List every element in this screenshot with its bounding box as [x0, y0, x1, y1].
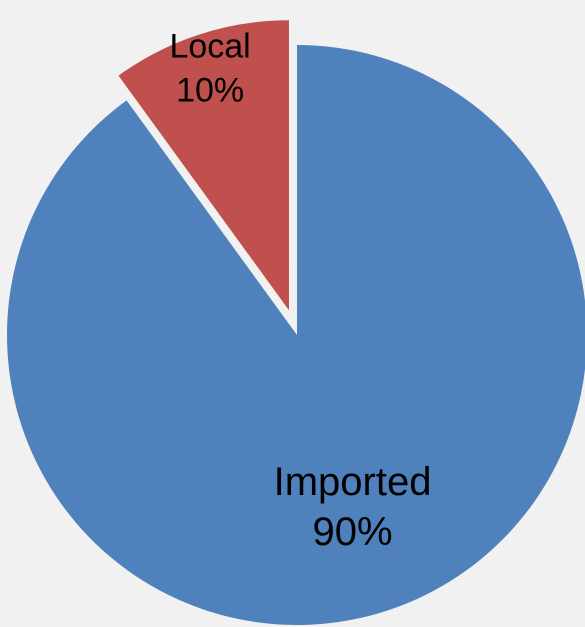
pie-slices: [7, 20, 585, 625]
pie-slice-imported: [7, 45, 585, 625]
slice-label-local: Local: [169, 27, 250, 65]
pie-slice-local: [118, 20, 289, 311]
slice-value-imported: 90%: [313, 510, 393, 554]
slice-label-imported: Imported: [274, 460, 432, 504]
slice-value-local: 10%: [176, 71, 244, 109]
pie-labels: Imported 90% Local 10%: [169, 27, 431, 554]
